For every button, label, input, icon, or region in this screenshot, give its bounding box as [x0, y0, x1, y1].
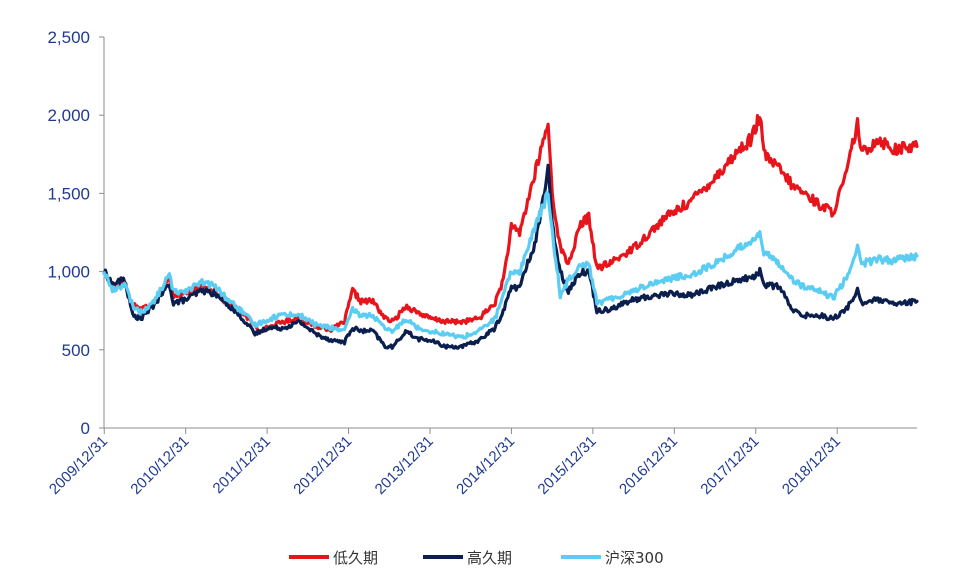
y-axis-ticks: 0 500 1,000 1,500 2,000 2,500 [47, 28, 104, 438]
y-tick-label: 1,000 [47, 263, 90, 282]
series-lines [102, 114, 919, 350]
y-tick-label: 1,500 [47, 184, 90, 203]
x-tick-label: 2010/12/31 [127, 433, 192, 498]
legend-label: 低久期 [333, 549, 378, 567]
series-line-2 [102, 163, 919, 350]
legend: 低久期 高久期 沪深300 [289, 549, 664, 567]
x-tick-label: 2016/12/31 [616, 433, 681, 498]
x-axis-ticks: 2009/12/31 2010/12/31 2011/12/31 2012/12/31… [46, 428, 844, 498]
legend-label: 沪深300 [605, 549, 664, 567]
x-tick-label: 2014/12/31 [453, 433, 518, 498]
x-tick-label: 2009/12/31 [46, 433, 111, 498]
series-line-3 [102, 191, 919, 340]
y-tick-label: 0 [81, 419, 90, 438]
x-tick-label: 2012/12/31 [290, 433, 355, 498]
x-tick-label: 2018/12/31 [779, 433, 844, 498]
y-tick-label: 2,000 [47, 106, 90, 125]
legend-label: 高久期 [467, 549, 512, 567]
x-tick-label: 2013/12/31 [372, 433, 437, 498]
x-tick-label: 2011/12/31 [210, 433, 274, 497]
x-tick-label: 2015/12/31 [535, 433, 600, 498]
y-tick-label: 500 [62, 341, 90, 360]
y-tick-label: 2,500 [47, 28, 90, 47]
x-tick-label: 2017/12/31 [697, 433, 762, 498]
